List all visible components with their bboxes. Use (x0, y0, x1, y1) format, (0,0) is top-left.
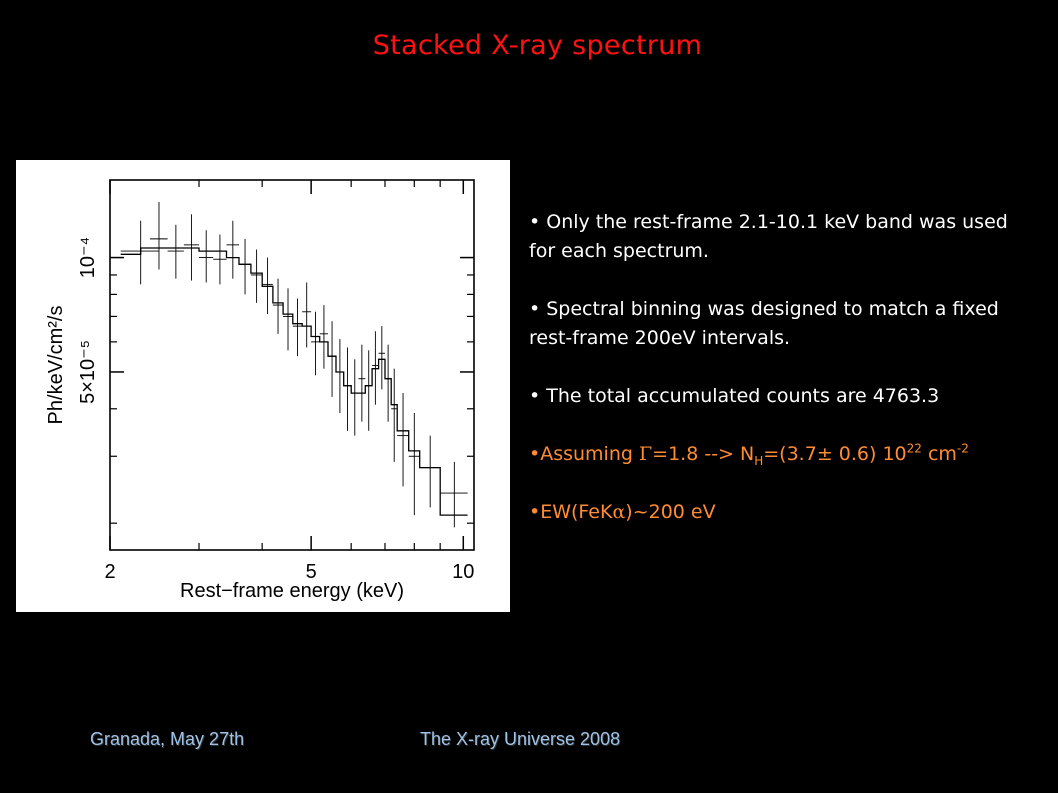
data-point (343, 347, 352, 431)
data-point (378, 326, 385, 390)
data-point (328, 321, 337, 397)
data-point (397, 393, 409, 487)
data-point (365, 350, 373, 431)
data-point (351, 359, 359, 436)
data-point (213, 234, 227, 285)
data-point (199, 230, 214, 283)
x-tick-label: 2 (104, 561, 115, 583)
bullet-assumption: •Assuming Γ=1.8 --> NH=(3.7± 0.6) 1022 c… (529, 440, 1029, 469)
y-ticks (110, 256, 474, 524)
data-point (262, 257, 273, 315)
data-point (167, 224, 184, 279)
ew-prefix: •EW(FeK (529, 501, 613, 523)
data-point (292, 298, 303, 357)
nh-subscript: H (754, 453, 764, 468)
gamma-text: =1.8 --> N (652, 443, 755, 465)
data-point (250, 249, 263, 303)
gamma-symbol: Γ (638, 443, 653, 465)
model-histogram (120, 247, 468, 516)
x-axis-label: Rest−frame energy (keV) (180, 580, 404, 602)
y-tick-label: 5×10⁻⁵ (77, 340, 99, 404)
data-point (384, 344, 392, 422)
y-tick-label: 10⁻⁴ (77, 237, 99, 278)
spectrum-chart: 2 5 10 10⁻⁴5×10⁻⁵ Rest−frame energy (keV) … (45, 179, 475, 602)
slide-title: Stacked X-ray spectrum (372, 30, 703, 61)
x-ticks (109, 180, 465, 550)
data-point (283, 288, 293, 351)
data-point (319, 305, 329, 369)
model-step-line (120, 247, 468, 516)
data-point (440, 461, 468, 528)
data-point (239, 238, 251, 295)
nh-exponent: 22 (906, 441, 922, 456)
x-tick-label: 5 (306, 561, 317, 583)
data-point (311, 311, 320, 376)
data-point (358, 344, 366, 422)
data-point (408, 412, 420, 516)
x-tick-labels: 2 5 10 (104, 561, 474, 583)
data-point (372, 331, 379, 405)
bullet-ew: •EW(FeKα)~200 eV (529, 498, 1029, 527)
y-tick-labels: 10⁻⁴ 5×10⁻⁵ (77, 237, 99, 404)
nh-unit-exponent: -2 (956, 441, 969, 456)
footer-location: Granada, May 27th (90, 729, 245, 749)
assumption-prefix: •Assuming (529, 443, 639, 465)
data-point (150, 202, 168, 270)
bullet-binning: • Spectral binning was designed to match… (529, 298, 999, 349)
nh-value: =(3.7± 0.6) 10 (763, 443, 907, 465)
alpha-symbol: α (612, 501, 626, 523)
bullet-counts: • The total accumulated counts are 4763.… (529, 385, 940, 407)
bullet-list: • Only the rest-frame 2.1-10.1 keV band … (529, 208, 1029, 556)
data-point (226, 220, 240, 279)
x-tick-label: 10 (452, 561, 474, 583)
nh-unit: cm (921, 443, 957, 465)
data-point (183, 214, 200, 281)
data-point (391, 368, 398, 462)
plot-frame (109, 179, 475, 551)
data-point (419, 435, 441, 508)
data-point (120, 220, 159, 285)
data-point (336, 339, 344, 413)
bullet-band: • Only the rest-frame 2.1-10.1 keV band … (529, 211, 1008, 262)
data-points (120, 202, 468, 528)
data-point (272, 278, 284, 334)
spectrum-figure: 2 5 10 10⁻⁴ 5×10⁻⁵ Rest−frame energy (keV) … (16, 160, 510, 612)
footer-conference: The X-ray Universe 2008 (420, 729, 621, 749)
ew-suffix: )~200 eV (625, 501, 716, 523)
y-axis-label: Ph/keV/cm²/s (45, 306, 67, 425)
data-point (302, 282, 312, 348)
